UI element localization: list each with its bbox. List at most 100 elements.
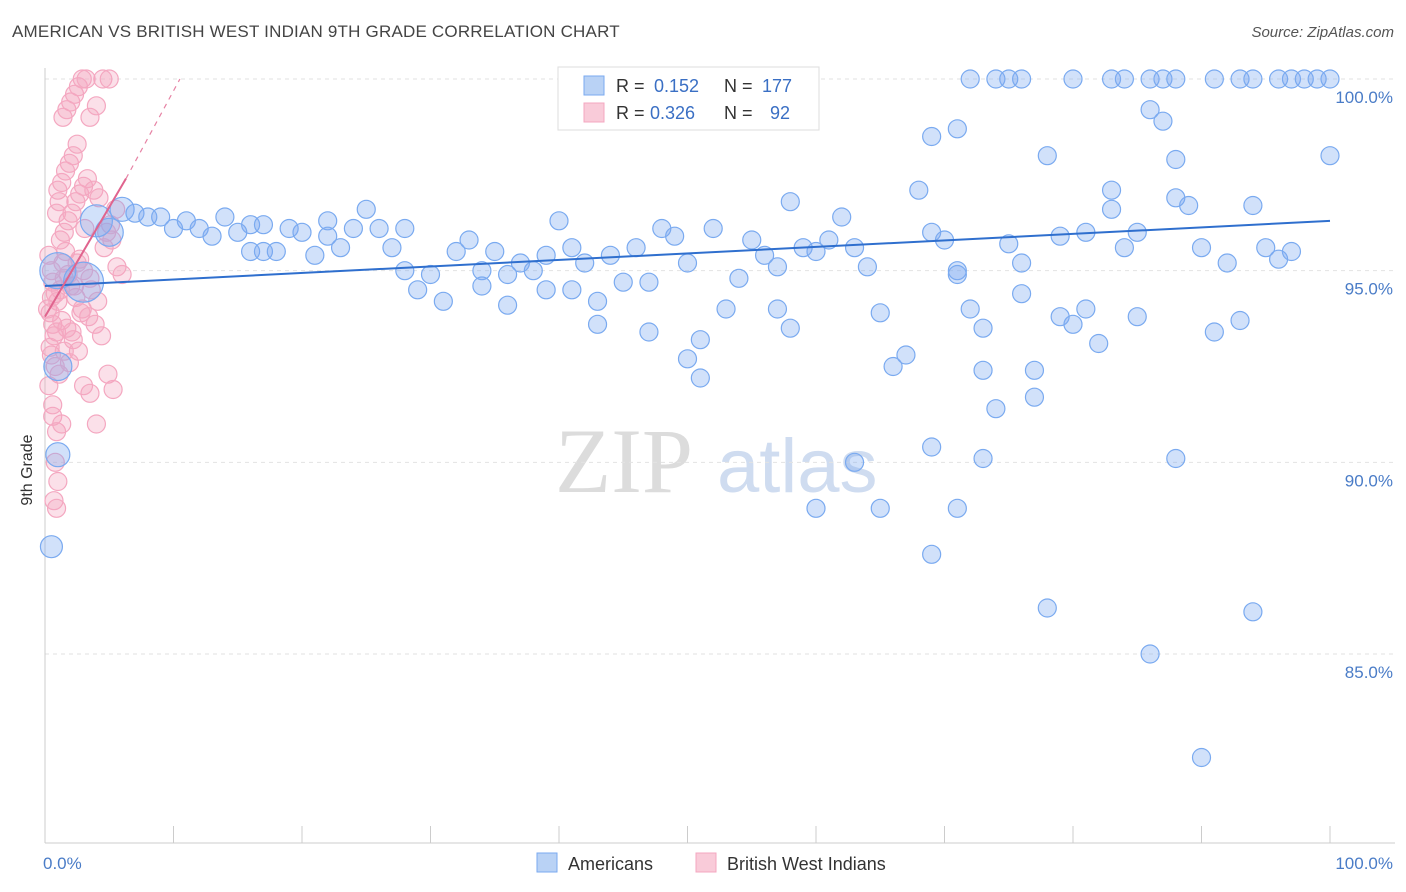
americans-point	[1153, 111, 1173, 131]
americans-point	[1243, 195, 1263, 216]
stats-legend: R = 0.152 N = 177 R = 0.326 N = 92	[557, 66, 820, 131]
americans-point	[690, 368, 710, 388]
americans-point	[819, 230, 839, 250]
americans-point	[1063, 69, 1083, 89]
chart-title: AMERICAN VS BRITISH WEST INDIAN 9TH GRAD…	[12, 22, 620, 41]
americans-point	[562, 280, 582, 300]
americans-point	[549, 211, 569, 231]
americans-point	[613, 272, 633, 292]
americans-point	[999, 234, 1019, 254]
americans-point	[1127, 222, 1147, 242]
americans-point	[1191, 747, 1212, 768]
americans-point	[1320, 146, 1340, 166]
americans-point	[318, 211, 338, 231]
americans-point	[909, 180, 929, 200]
americans-point	[1050, 226, 1070, 246]
americans-point	[39, 535, 64, 559]
americans-point	[1114, 238, 1135, 258]
americans-point	[369, 218, 389, 239]
british-west-indians-point	[86, 96, 107, 116]
axes	[44, 68, 1395, 844]
y-tick-label-95: 95.0%	[1345, 280, 1393, 299]
americans-point	[151, 207, 171, 227]
americans-point	[832, 207, 852, 227]
british-west-indians-point	[52, 172, 72, 193]
x-tick-label-min: 0.0%	[43, 854, 82, 873]
americans-point	[109, 196, 135, 222]
americans-point	[1204, 322, 1224, 342]
americans-point	[1217, 253, 1237, 273]
british-west-indians-point	[86, 414, 107, 434]
y-tick-labels: 85.0% 90.0% 95.0% 100.0%	[1335, 88, 1393, 682]
americans-point	[1179, 195, 1199, 216]
americans-point	[960, 299, 980, 319]
americans-point	[1024, 360, 1045, 380]
british-west-indians-point	[99, 69, 119, 89]
americans-point	[472, 276, 492, 296]
americans-points	[39, 69, 1340, 768]
americans-point	[960, 69, 980, 89]
americans-point	[639, 272, 659, 292]
legend-r-value-british-west-indians: 0.326	[650, 103, 695, 123]
british-west-indians-point	[46, 203, 67, 223]
americans-point	[279, 218, 299, 239]
americans-point	[677, 253, 698, 273]
british-west-indians-point	[85, 314, 105, 334]
watermark-atlas: atlas	[717, 424, 878, 509]
americans-point	[665, 226, 685, 246]
americans-point	[125, 203, 145, 223]
americans-point	[947, 498, 967, 518]
british-west-indians-point	[44, 326, 64, 346]
british-west-indians-point	[89, 188, 109, 208]
americans-point	[703, 218, 723, 239]
legend-r-label-americans: R =	[616, 76, 645, 96]
americans-point	[922, 544, 942, 564]
americans-point	[43, 351, 73, 382]
trend-line-british-west-indians	[44, 178, 127, 318]
americans-point	[639, 322, 659, 342]
americans-point	[896, 345, 916, 365]
americans-point	[922, 437, 942, 457]
british-west-indians-point	[52, 414, 72, 434]
americans-point	[266, 241, 286, 262]
americans-point	[562, 238, 582, 258]
americans-point	[587, 291, 608, 311]
americans-point	[1320, 69, 1340, 89]
americans-point	[1101, 199, 1122, 219]
americans-point	[986, 399, 1006, 419]
british-west-indians-point	[98, 364, 118, 384]
americans-point	[973, 318, 993, 338]
americans-point	[1011, 284, 1032, 304]
americans-point	[870, 498, 890, 518]
source-label: Source: ZipAtlas.com	[1251, 24, 1394, 41]
americans-point	[600, 245, 621, 265]
british-west-indians-point	[73, 376, 94, 396]
americans-point	[472, 261, 492, 281]
americans-point	[1024, 387, 1045, 407]
british-west-indians-point	[103, 379, 123, 400]
americans-point	[1011, 253, 1032, 273]
americans-point	[973, 448, 993, 469]
americans-point	[1140, 644, 1160, 664]
americans-point	[356, 199, 376, 219]
americans-point	[45, 442, 71, 468]
legend-n-value-british-west-indians: 92	[770, 103, 790, 123]
americans-point	[318, 226, 338, 246]
americans-point	[883, 356, 903, 377]
americans-point	[1256, 238, 1276, 258]
americans-point	[1140, 100, 1160, 120]
americans-point	[1037, 598, 1057, 618]
series-legend-label-british-west-indians: British West Indians	[727, 854, 886, 874]
americans-point	[382, 238, 402, 258]
americans-point	[1011, 69, 1032, 89]
british-west-indians-point	[62, 322, 82, 342]
americans-point	[677, 349, 698, 369]
watermark-zip: ZIP	[555, 410, 693, 512]
grid-lines	[45, 78, 1395, 655]
americans-point	[844, 452, 865, 472]
british-west-indians-point	[67, 134, 87, 154]
british-west-indians-point	[41, 345, 62, 365]
americans-point	[575, 253, 595, 273]
trend-line-americans	[44, 219, 1331, 287]
